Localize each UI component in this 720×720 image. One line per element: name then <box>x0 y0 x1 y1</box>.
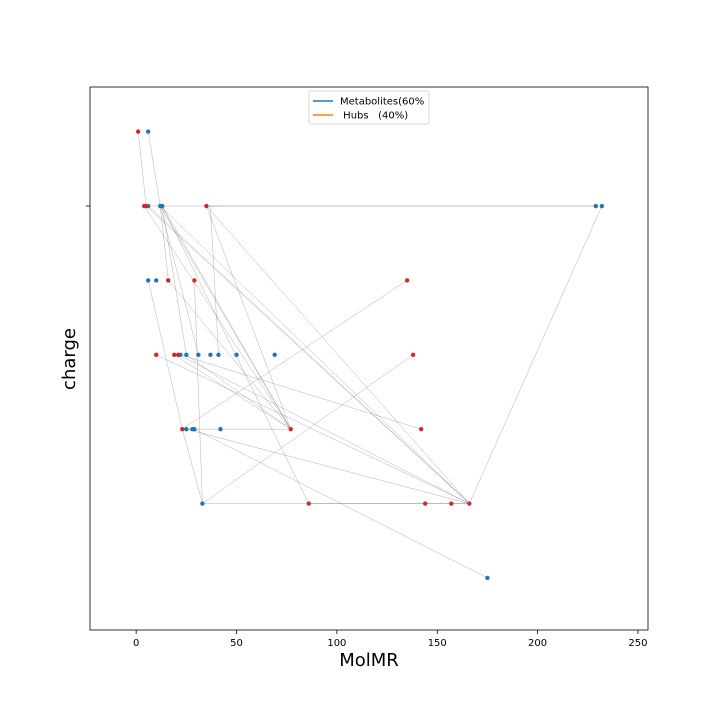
hub-point-12 <box>288 426 293 432</box>
hub-point-5 <box>192 278 197 283</box>
edge-5 <box>206 205 291 430</box>
metabolite-point-19 <box>218 426 223 432</box>
hub-point-14 <box>306 501 311 506</box>
edge-17 <box>469 205 603 504</box>
metabolite-point-4 <box>593 203 599 209</box>
hub-point-0 <box>135 129 141 134</box>
metabolite-point-3 <box>160 203 165 209</box>
edge-10 <box>160 205 291 430</box>
edge-0 <box>137 131 147 207</box>
edge-26 <box>186 354 291 430</box>
hub-point-7 <box>154 352 159 357</box>
hub-point-8 <box>172 352 177 357</box>
edge-23 <box>174 354 291 430</box>
metabolite-point-21 <box>485 575 490 581</box>
edge-9 <box>148 205 470 504</box>
metabolite-point-7 <box>154 278 159 283</box>
edge-31 <box>186 428 470 504</box>
edge-11 <box>160 205 470 504</box>
hub-point-9 <box>176 352 181 357</box>
metabolite-point-13 <box>216 352 221 357</box>
x-tick-label-150: 150 <box>428 638 447 649</box>
edge-12 <box>162 205 291 430</box>
edge-6 <box>210 206 219 355</box>
hub-point-10 <box>410 352 416 357</box>
metabolite-point-18 <box>192 426 197 432</box>
edge-24 <box>178 354 470 504</box>
metabolite-point-10 <box>184 352 189 357</box>
x-tick-label-200: 200 <box>528 638 547 649</box>
x-tick-label-100: 100 <box>327 638 346 649</box>
x-axis-ticks: 0 50 100 150 200 250 <box>133 630 648 649</box>
hub-point-13 <box>418 426 424 432</box>
edge-22 <box>156 354 470 504</box>
hub-point-6 <box>404 278 410 283</box>
edge-16 <box>160 205 169 281</box>
x-axis-title: MolMR <box>339 650 399 671</box>
hub-point-15 <box>423 501 428 506</box>
edge-1 <box>147 131 161 207</box>
hub-point-11 <box>180 426 185 432</box>
metabolite-point-12 <box>208 352 213 357</box>
legend: Metabolites(60% Hubs (40%) <box>308 90 430 125</box>
edge-14 <box>160 205 199 355</box>
edge-4 <box>206 205 470 504</box>
metabolite-point-11 <box>196 352 201 357</box>
metabolite-point-6 <box>146 278 151 283</box>
metabolite-point-14 <box>234 352 239 357</box>
legend-frame <box>308 90 430 125</box>
edge-13 <box>162 205 187 355</box>
hub-point-2 <box>144 203 149 209</box>
y-axis-title: charge <box>59 328 80 390</box>
edge-19 <box>168 280 291 430</box>
edges-layer <box>137 131 603 579</box>
edge-21 <box>182 280 408 430</box>
hub-point-3 <box>204 203 209 209</box>
hub-point-17 <box>467 501 472 506</box>
x-tick-label-250: 250 <box>628 638 647 649</box>
x-tick-label-50: 50 <box>230 638 243 649</box>
x-tick-label-0: 0 <box>133 638 139 649</box>
edge-27 <box>202 354 414 504</box>
edge-30 <box>182 429 203 504</box>
hub-point-16 <box>449 501 454 506</box>
metabolite-point-15 <box>272 352 277 357</box>
metabolite-point-5 <box>599 203 605 209</box>
metabolite-point-16 <box>184 426 189 432</box>
edge-18 <box>147 280 183 430</box>
metabolite-point-0 <box>146 129 151 134</box>
edge-20 <box>194 280 203 504</box>
metabolite-point-20 <box>200 501 205 506</box>
plot-frame <box>89 86 649 631</box>
edge-8 <box>146 205 470 504</box>
edge-29 <box>194 428 488 579</box>
edge-7 <box>143 205 291 430</box>
edge-25 <box>180 354 422 430</box>
points-layer <box>135 129 605 581</box>
legend-label-hubs: Hubs (40%) <box>340 111 408 122</box>
hub-point-4 <box>166 278 171 283</box>
legend-label-metabolites: Metabolites(60% <box>340 97 424 108</box>
